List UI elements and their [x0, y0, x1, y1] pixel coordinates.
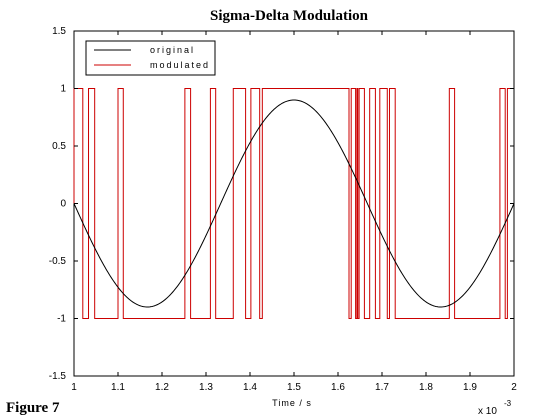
x-tick-label: 1.4 — [243, 382, 257, 393]
x-tick-label: 1.8 — [419, 382, 433, 393]
y-tick-label: -1.5 — [49, 371, 67, 382]
x-tick-label: 1 — [71, 382, 77, 393]
y-tick-label: 0 — [60, 199, 66, 210]
legend-label-original: original — [150, 45, 195, 55]
y-tick-label: 0.5 — [52, 141, 66, 152]
y-tick-label: 1.5 — [52, 26, 66, 37]
x-multiplier-exponent: -3 — [504, 399, 512, 408]
x-axis-label: Time / s — [272, 398, 312, 408]
axes-box — [73, 30, 515, 377]
x-tick-label: 1.7 — [375, 382, 389, 393]
legend-box — [85, 40, 216, 76]
legend: original modulated — [85, 40, 216, 76]
figure-label: Figure 7 — [6, 400, 60, 416]
series-line-original — [73, 99, 515, 308]
series-line-modulated — [73, 88, 514, 319]
chart-title: Sigma-Delta Modulation — [210, 8, 369, 24]
series-layer — [73, 88, 515, 319]
y-tick-label: 1 — [60, 84, 66, 95]
x-tick-label: 1.5 — [287, 382, 301, 393]
y-tick-label: -1 — [57, 314, 66, 325]
plot-area: 1 1.1 1.2 1.3 1.4 1.5 1.6 1.7 1.8 1.9 2 -1.5 -1 -0.5 0… — [49, 26, 517, 393]
x-tick-label: 2 — [511, 382, 517, 393]
x-multiplier: x 10 -3 — [478, 399, 512, 417]
tick-layer: 1 1.1 1.2 1.3 1.4 1.5 1.6 1.7 1.8 1.9 2 -1.5 -1 -0.5 0… — [49, 26, 517, 393]
x-tick-label: 1.2 — [155, 382, 169, 393]
x-multiplier-label: x 10 — [478, 406, 497, 417]
x-tick-label: 1.1 — [111, 382, 125, 393]
legend-label-modulated: modulated — [150, 60, 210, 70]
x-tick-label: 1.6 — [331, 382, 345, 393]
y-tick-label: -0.5 — [49, 256, 67, 267]
x-tick-label: 1.3 — [199, 382, 213, 393]
x-tick-label: 1.9 — [463, 382, 477, 393]
